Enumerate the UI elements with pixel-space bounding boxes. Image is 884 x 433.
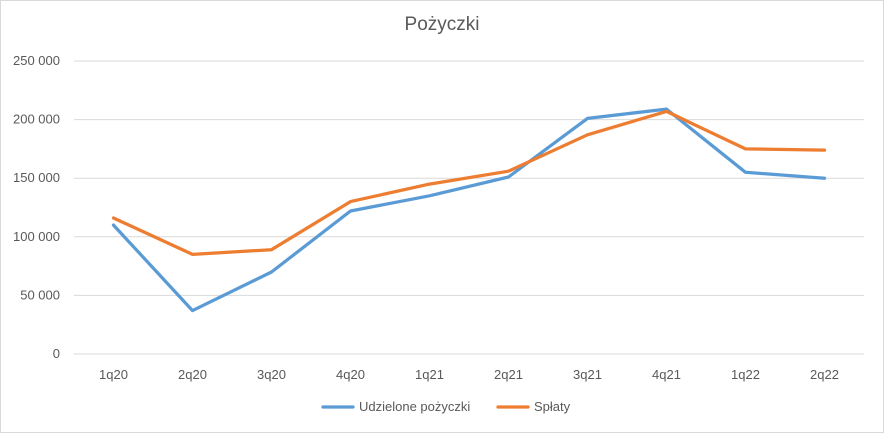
data-point — [191, 309, 194, 312]
data-point — [270, 248, 273, 251]
legend: Udzielone pożyczki Spłaty — [321, 399, 571, 414]
x-axis-tick-labels: 1q20 2q20 3q20 4q20 1q21 2q21 3q21 4q21 1q22 2q22 — [99, 367, 839, 382]
data-point — [428, 182, 431, 186]
y-tick-label: 250 000 — [13, 53, 60, 68]
x-tick-label: 1q22 — [731, 367, 760, 382]
data-point — [112, 223, 115, 227]
data-point — [665, 107, 668, 111]
data-point — [507, 169, 510, 173]
series-line-2 — [111, 109, 827, 257]
x-tick-label: 4q20 — [336, 367, 365, 382]
data-point — [586, 133, 589, 137]
data-point — [112, 216, 115, 220]
data-point — [586, 117, 589, 120]
legend-label: Udzielone pożyczki — [359, 399, 470, 414]
data-point — [270, 270, 273, 274]
data-point — [191, 253, 194, 256]
y-tick-label: 150 000 — [13, 170, 60, 185]
x-tick-label: 2q21 — [494, 367, 523, 382]
legend-label: Spłaty — [534, 399, 571, 414]
series-line-1 — [111, 107, 827, 313]
data-point — [428, 194, 431, 197]
gridlines — [74, 60, 864, 355]
x-tick-label: 4q21 — [652, 367, 681, 382]
y-tick-label: 50 000 — [20, 287, 60, 302]
series-lines — [111, 107, 827, 313]
x-tick-label: 2q20 — [178, 367, 207, 382]
x-tick-label: 1q21 — [415, 367, 444, 382]
data-point — [744, 171, 747, 174]
x-tick-label: 1q20 — [99, 367, 128, 382]
data-point — [349, 200, 352, 203]
data-point — [823, 177, 826, 180]
x-tick-label: 3q20 — [257, 367, 286, 382]
x-tick-label: 3q21 — [573, 367, 602, 382]
chart-title: Pożyczki — [404, 14, 480, 35]
y-axis-tick-labels: 0 50 000 100 000 150 000 200 000 250 000 — [13, 53, 60, 361]
data-point — [665, 110, 668, 113]
data-point — [349, 209, 352, 213]
y-tick-label: 0 — [53, 346, 60, 361]
x-tick-label: 2q22 — [810, 367, 839, 382]
y-tick-label: 100 000 — [13, 229, 60, 244]
data-point — [507, 175, 510, 179]
data-point — [744, 147, 747, 151]
data-point — [823, 148, 826, 152]
y-tick-label: 200 000 — [13, 112, 60, 127]
